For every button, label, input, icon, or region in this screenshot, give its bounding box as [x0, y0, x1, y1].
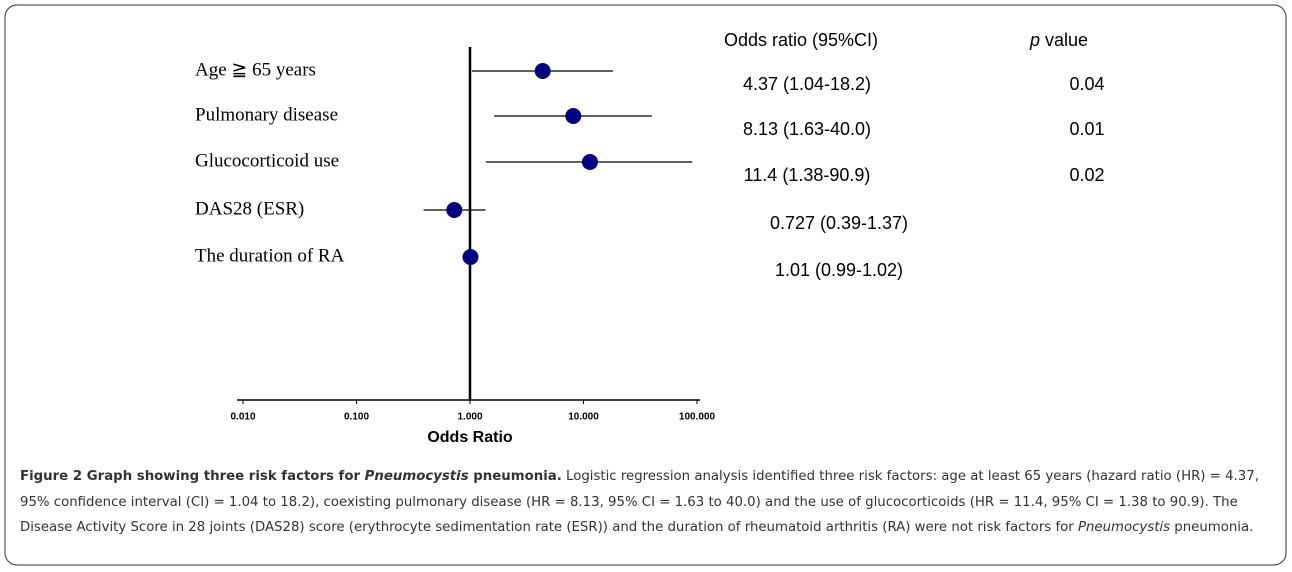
point — [534, 63, 551, 79]
value-label: 8.13 (1.63-40.0) — [743, 119, 871, 139]
value-label: 0.727 (0.39-1.37) — [770, 213, 908, 233]
point — [446, 202, 463, 218]
x-tick-label: 1.000 — [457, 412, 482, 423]
p-header-italic: p — [1029, 30, 1040, 50]
point — [581, 154, 598, 170]
p-value: 0.04 — [1069, 74, 1104, 94]
category-label: The duration of RA — [195, 245, 345, 266]
caption-body: pneumonia. — [1170, 520, 1254, 536]
caption-label: Figure 2 — [20, 469, 83, 484]
point — [565, 108, 582, 124]
x-tick-label: 0.100 — [344, 412, 369, 423]
caption-body: Logistic regression analysis identified … — [20, 469, 1259, 536]
or-header: Odds ratio (95%CI) — [724, 30, 878, 50]
p-header-text: value — [1045, 30, 1088, 50]
category-label: DAS28 (ESR) — [195, 198, 304, 219]
value-label: 1.01 (0.99-1.02) — [775, 260, 903, 280]
category-label: Glucocorticoid use — [195, 150, 339, 171]
p-value: 0.02 — [1069, 165, 1104, 185]
caption-title-part: Graph showing three risk factors for — [86, 469, 365, 484]
caption-title: Figure 2 Graph showing three risk factor… — [20, 469, 562, 484]
caption-title-part: pneumonia. — [468, 469, 562, 484]
p-header: p value — [1029, 30, 1088, 50]
p-value: 0.01 — [1069, 119, 1104, 139]
x-axis-label: Odds Ratio — [427, 429, 513, 446]
value-label: 11.4 (1.38-90.9) — [744, 165, 871, 185]
category-label: Pulmonary disease — [195, 104, 338, 125]
value-label: 4.37 (1.04-18.2) — [743, 74, 871, 94]
caption-body: Pneumocystis — [1077, 520, 1171, 536]
point — [462, 249, 479, 265]
x-tick-label: 0.010 — [230, 412, 255, 423]
caption-title-part: Pneumocystis — [364, 469, 469, 484]
x-tick-label: 10.000 — [568, 412, 599, 423]
x-tick-label: 100.000 — [679, 412, 716, 423]
category-label: Age ≧ 65 years — [195, 59, 316, 80]
caption: Figure 2 Graph showing three risk factor… — [20, 464, 1278, 541]
frame — [4, 4, 1287, 566]
